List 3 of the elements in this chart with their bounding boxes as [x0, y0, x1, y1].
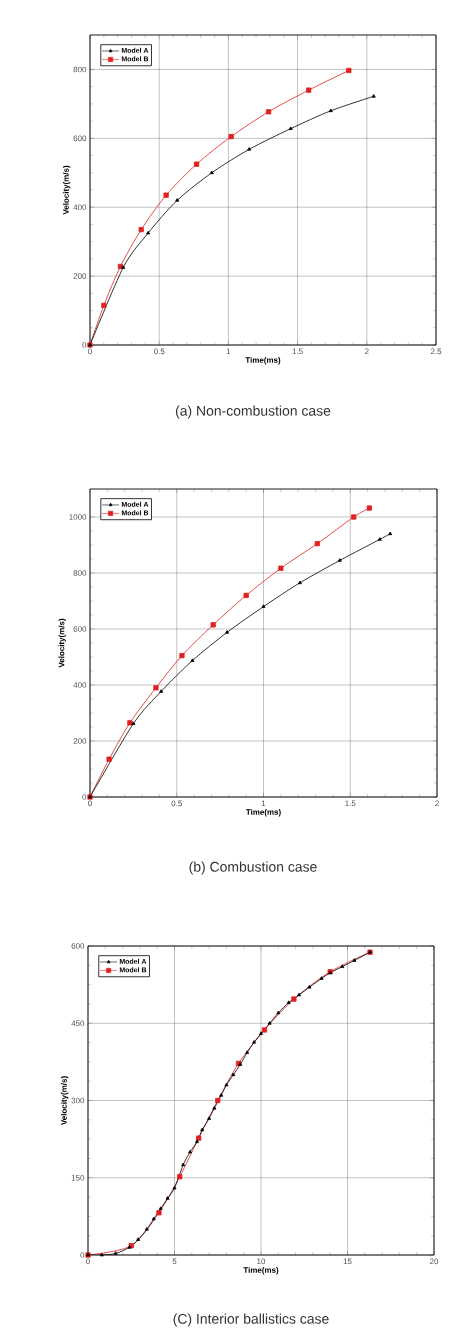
text: (b) Combustion case [189, 861, 317, 875]
text: (C) Interior ballistics case [173, 1313, 329, 1327]
text: (a) Non-combustion case [175, 405, 331, 419]
